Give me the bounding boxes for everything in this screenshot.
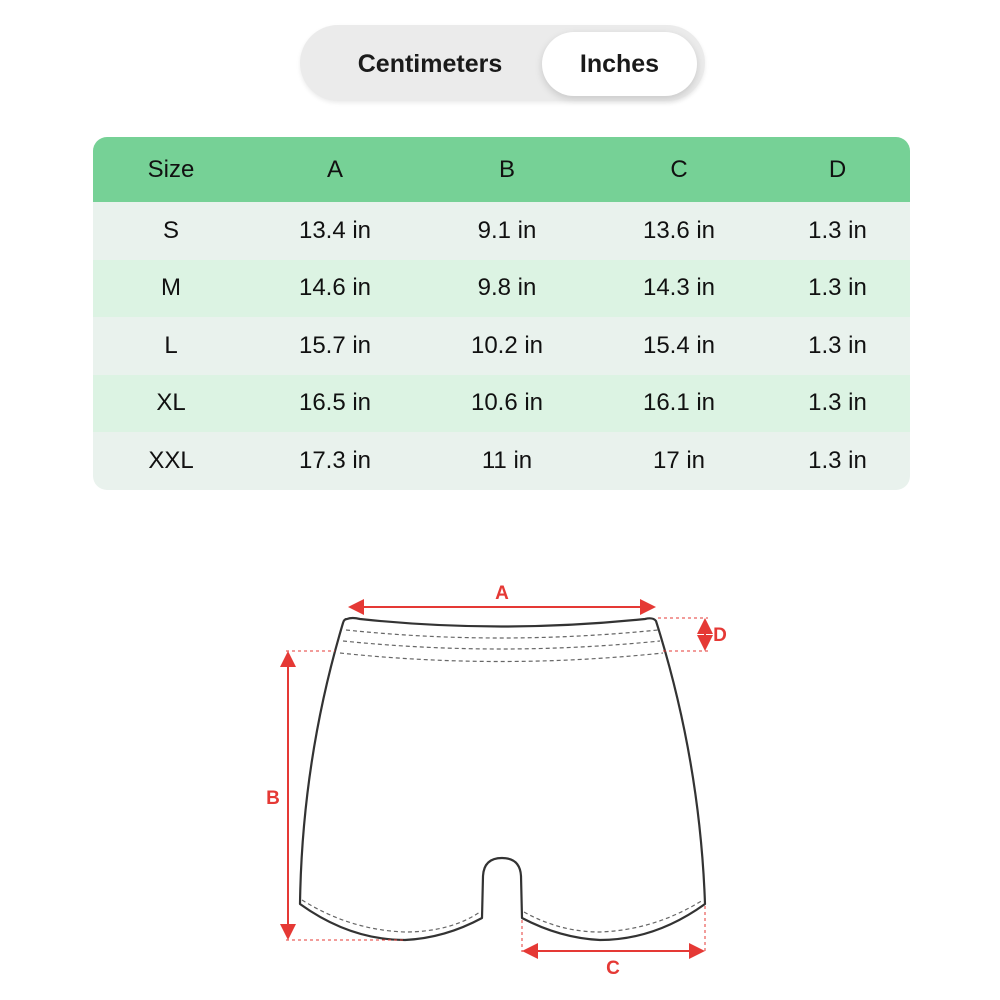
label-b: B <box>266 788 280 809</box>
cell-size: M <box>161 274 181 302</box>
label-c: C <box>606 958 620 979</box>
cell-b: 10.6 in <box>470 389 544 417</box>
header-b: B <box>498 155 515 183</box>
shorts-outline <box>298 616 707 942</box>
cell-size: S <box>162 216 179 244</box>
cell-c: 16.1 in <box>642 389 716 417</box>
cell-d: 1.3 in <box>808 389 867 417</box>
cell-a: 14.6 in <box>298 274 372 302</box>
centimeters-option[interactable]: Centimeters <box>357 49 503 78</box>
cell-d: 1.3 in <box>808 216 867 244</box>
label-a: A <box>495 583 509 604</box>
cell-d: 1.3 in <box>808 331 867 359</box>
table-header: Size A B C D <box>93 137 910 202</box>
header-size: Size <box>147 155 195 183</box>
header-a: A <box>326 155 343 183</box>
cell-c: 17 in <box>652 446 706 474</box>
label-d: D <box>713 625 727 646</box>
cell-d: 1.3 in <box>808 274 867 302</box>
header-d: D <box>828 155 847 183</box>
measurement-arrows <box>280 599 713 959</box>
cell-a: 13.4 in <box>298 216 372 244</box>
cell-size: XXL <box>148 446 194 474</box>
cell-a: 15.7 in <box>298 331 372 359</box>
cell-a: 16.5 in <box>298 389 372 417</box>
table-row: M 14.6 in 9.8 in 14.3 in 1.3 in <box>93 259 910 317</box>
inches-option[interactable]: Inches <box>542 32 697 96</box>
cell-b: 10.2 in <box>470 331 544 359</box>
table-row: XL 16.5 in 10.6 in 16.1 in 1.3 in <box>93 374 910 432</box>
cell-a: 17.3 in <box>298 446 372 474</box>
cell-c: 15.4 in <box>642 331 716 359</box>
unit-toggle: Centimeters Inches <box>300 25 705 101</box>
cell-b: 9.8 in <box>477 274 537 302</box>
header-c: C <box>670 155 688 183</box>
waistband-stitching <box>301 629 704 933</box>
cell-d: 1.3 in <box>808 446 867 474</box>
table-row: L 15.7 in 10.2 in 15.4 in 1.3 in <box>93 317 910 375</box>
cell-c: 13.6 in <box>642 216 716 244</box>
table-row: XXL 17.3 in 11 in 17 in 1.3 in <box>93 432 910 490</box>
cell-size: XL <box>156 389 186 417</box>
cell-b: 11 in <box>481 446 533 474</box>
cell-size: L <box>164 331 178 359</box>
table-row: S 13.4 in 9.1 in 13.6 in 1.3 in <box>93 202 910 260</box>
cell-b: 9.1 in <box>477 216 537 244</box>
cell-c: 14.3 in <box>642 274 716 302</box>
size-table: Size A B C D S 13.4 in 9.1 in 13.6 in 1.… <box>93 137 910 490</box>
